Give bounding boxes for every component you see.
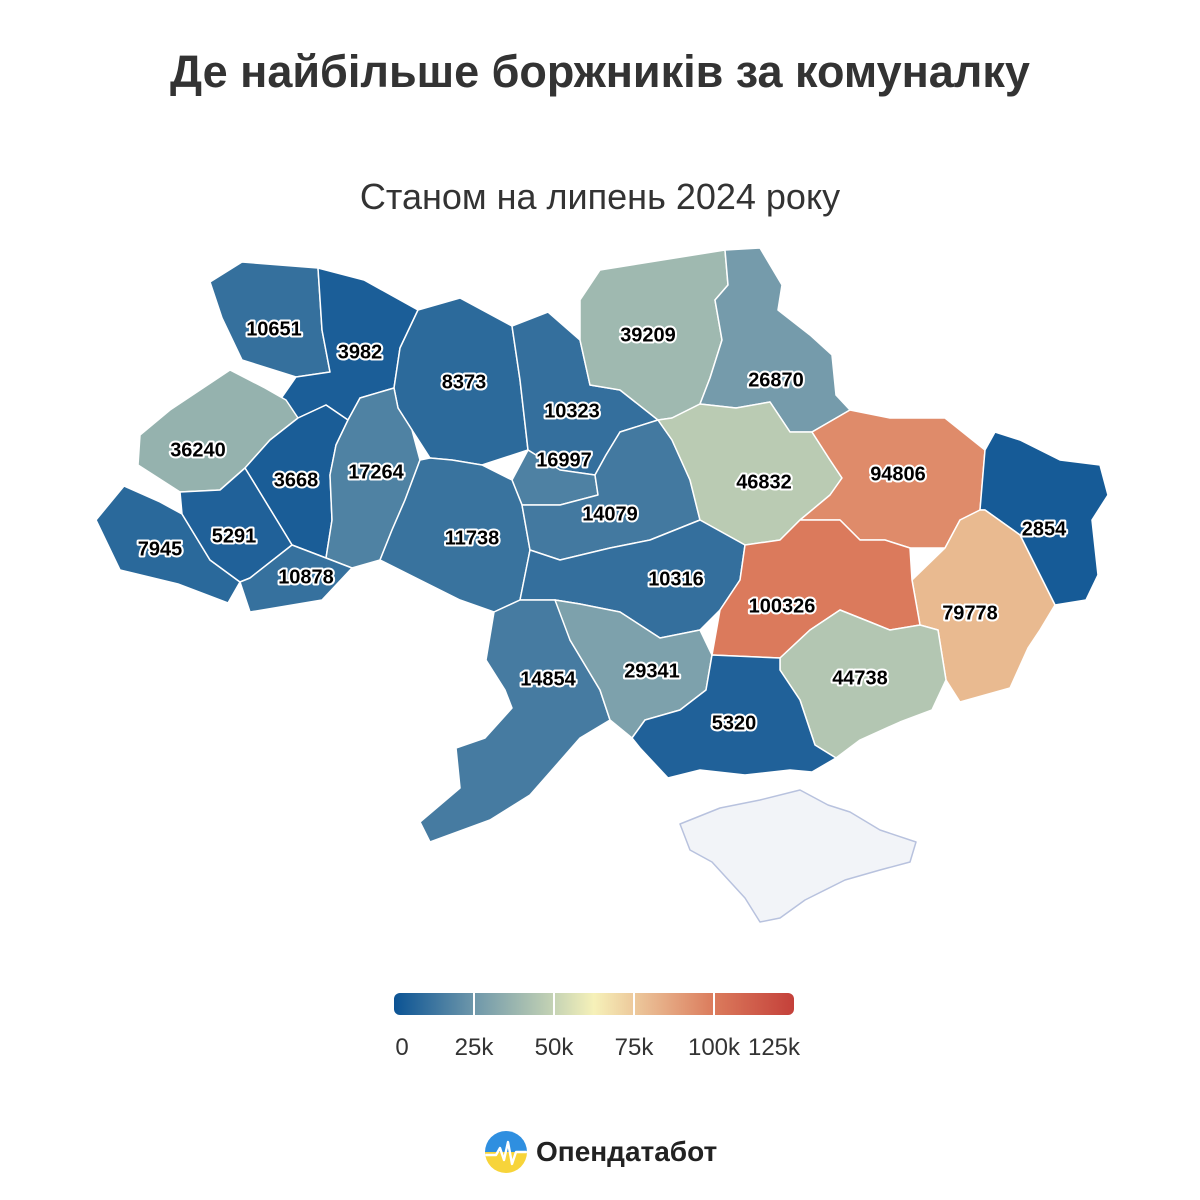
legend-label: 75k: [614, 1034, 654, 1061]
label-zakarpattia: 7945: [138, 538, 183, 560]
label-luhansk: 2854: [1022, 518, 1067, 540]
region-chernivtsi[interactable]: [239, 544, 353, 613]
label-sumy: 26870: [748, 369, 804, 391]
label-zaporizhzhia: 44738: [832, 667, 888, 689]
brand: Опендатабот: [484, 1130, 717, 1174]
legend-label: 50k: [534, 1034, 574, 1061]
region-crimea[interactable]: [679, 789, 917, 923]
legend-tick: [473, 993, 475, 1015]
legend-tick: [553, 993, 555, 1015]
label-vinnytsia: 11738: [445, 527, 500, 549]
chart-subtitle: Станом на липень 2024 року: [359, 176, 841, 217]
label-mykolaiv: 29341: [624, 660, 680, 682]
label-volyn: 10651: [246, 318, 302, 340]
label-chernihiv: 39209: [620, 324, 676, 346]
label-lviv: 36240: [170, 439, 226, 461]
label-ternopil: 3668: [274, 469, 319, 491]
label-dnipropetrovsk: 100326: [749, 595, 816, 617]
label-khmelnytskyi: 17264: [348, 461, 404, 483]
legend-labels: 0 25k 50k 75k 100k 125k: [394, 1034, 814, 1064]
opendatabot-logo: [485, 1131, 527, 1173]
label-kyiv: 10323: [544, 400, 600, 422]
label-cherkasy: 14079: [582, 503, 638, 525]
label-kyiv-city: 16997: [536, 449, 592, 471]
legend-label: 125k: [747, 1034, 801, 1061]
label-zhytomyr: 8373: [442, 371, 487, 393]
legend-tick: [633, 993, 635, 1015]
brand-name: Опендатабот: [536, 1136, 718, 1167]
legend-label: 25k: [454, 1034, 494, 1061]
label-poltava: 46832: [736, 471, 792, 493]
legend-label: 0: [395, 1034, 409, 1061]
label-rivne: 3982: [338, 341, 383, 363]
label-kharkiv: 94806: [870, 463, 926, 485]
label-ivano-frankivsk: 5291: [212, 525, 257, 547]
label-kherson: 5320: [712, 712, 757, 734]
color-scale-bar: [394, 993, 794, 1015]
label-donetsk: 79778: [942, 602, 998, 624]
legend-label: 100k: [687, 1034, 741, 1061]
region-kherson[interactable]: [631, 654, 837, 779]
label-kirovohrad: 10316: [648, 568, 704, 590]
label-odesa: 14854: [520, 668, 576, 690]
region-ivano-frankivsk[interactable]: [179, 467, 293, 583]
legend-tick: [713, 993, 715, 1015]
label-chernivtsi: 10878: [278, 566, 334, 588]
color-scale-legend: [394, 993, 794, 1015]
chart-title: Де найбільше боржників за комуналку: [170, 46, 1030, 97]
